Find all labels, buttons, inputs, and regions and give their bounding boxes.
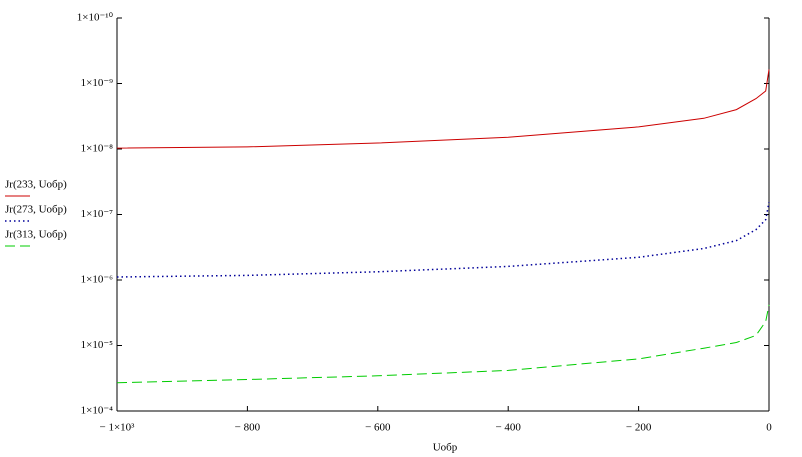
- legend-label: Jr(313, Uобр): [5, 229, 67, 241]
- series-line: [116, 304, 770, 384]
- x-tick-label: − 800: [235, 422, 261, 434]
- x-axis-label: Uобр: [433, 442, 458, 454]
- x-tick-label: − 200: [626, 422, 652, 434]
- series-line: [116, 202, 770, 278]
- series-line: [116, 69, 770, 149]
- x-tick-label: − 1×10³: [100, 422, 136, 434]
- legend-label: Jr(273, Uобр): [5, 204, 67, 216]
- y-tick-label: 1×10⁻⁸: [81, 143, 114, 155]
- y-tick-label: 1×10⁻⁹: [81, 77, 114, 89]
- y-tick-label: 1×10⁻⁷: [81, 208, 114, 220]
- x-tick-label: 0: [766, 422, 772, 434]
- y-tick-label: 1×10⁻¹⁰: [77, 12, 114, 24]
- legend-label: Jr(233, Uобр): [5, 179, 67, 191]
- x-tick-label: − 400: [495, 422, 521, 434]
- y-tick-label: 1×10⁻⁶: [81, 274, 114, 286]
- x-tick-label: − 600: [365, 422, 391, 434]
- y-tick-label: 1×10⁻⁵: [81, 339, 114, 351]
- y-tick-label: 1×10⁻⁴: [81, 405, 114, 417]
